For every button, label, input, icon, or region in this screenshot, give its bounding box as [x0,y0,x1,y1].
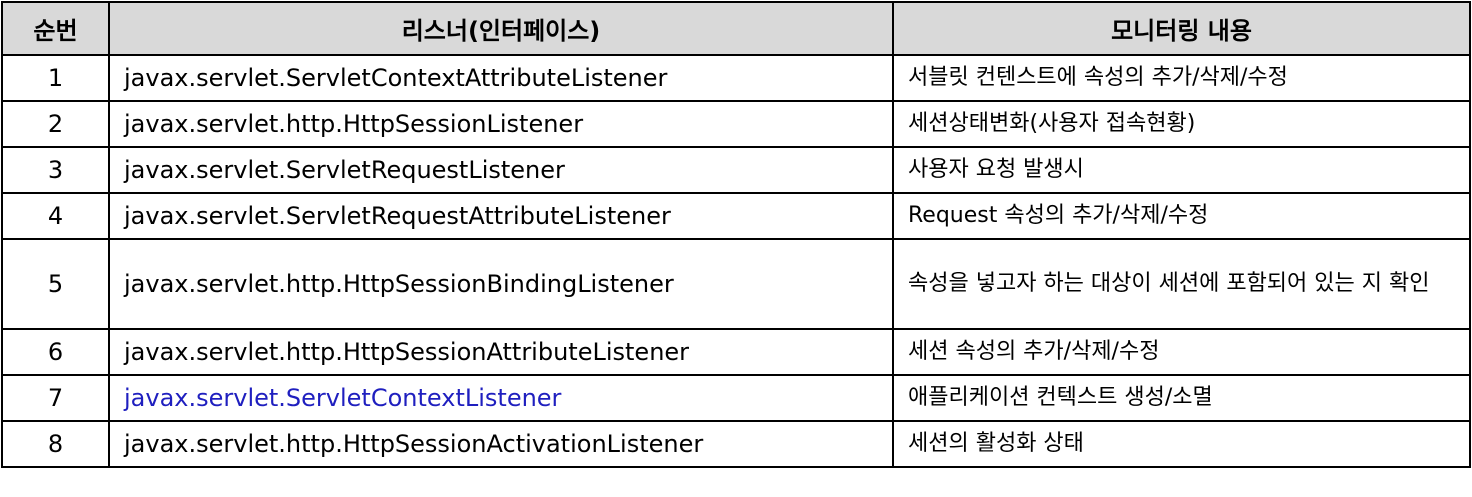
row-number: 8 [1,420,110,468]
table-row: 7 javax.servlet.ServletContextListener 애… [1,374,1471,422]
table-row: 2 javax.servlet.http.HttpSessionListener… [1,100,1471,148]
table-header-row: 순번 리스너(인터페이스) 모니터링 내용 [1,1,1471,56]
row-description: Request 속성의 추가/삭제/수정 [892,192,1471,240]
header-interface: 리스너(인터페이스) [108,1,894,56]
header-number: 순번 [1,1,110,56]
table-row: 5 javax.servlet.http.HttpSessionBindingL… [1,238,1471,330]
row-interface: javax.servlet.ServletContextAttributeLis… [108,54,894,102]
row-interface: javax.servlet.http.HttpSessionAttributeL… [108,328,894,376]
row-description: 세션상태변화(사용자 접속현황) [892,100,1471,148]
table-row: 8 javax.servlet.http.HttpSessionActivati… [1,420,1471,468]
row-number: 3 [1,146,110,194]
row-number: 4 [1,192,110,240]
row-number: 1 [1,54,110,102]
row-interface: javax.servlet.http.HttpSessionListener [108,100,894,148]
table-row: 3 javax.servlet.ServletRequestListener 사… [1,146,1471,194]
row-description: 서블릿 컨텐스트에 속성의 추가/삭제/수정 [892,54,1471,102]
row-description: 사용자 요청 발생시 [892,146,1471,194]
row-number: 2 [1,100,110,148]
table-row: 1 javax.servlet.ServletContextAttributeL… [1,54,1471,102]
row-description: 애플리케이션 컨텍스트 생성/소멸 [892,374,1471,422]
row-number: 6 [1,328,110,376]
table-row: 4 javax.servlet.ServletRequestAttributeL… [1,192,1471,240]
row-number: 7 [1,374,110,422]
table-row: 6 javax.servlet.http.HttpSessionAttribut… [1,328,1471,376]
row-description: 세션 속성의 추가/삭제/수정 [892,328,1471,376]
row-description: 속성을 넣고자 하는 대상이 세션에 포함되어 있는 지 확인 [892,238,1471,330]
row-interface-highlighted: javax.servlet.ServletContextListener [108,374,894,422]
row-interface: javax.servlet.ServletRequestListener [108,146,894,194]
row-interface: javax.servlet.http.HttpSessionActivation… [108,420,894,468]
listener-table: 순번 리스너(인터페이스) 모니터링 내용 1 javax.servlet.Se… [1,1,1471,468]
row-interface: javax.servlet.ServletRequestAttributeLis… [108,192,894,240]
row-number: 5 [1,238,110,330]
row-interface: javax.servlet.http.HttpSessionBindingLis… [108,238,894,330]
header-description: 모니터링 내용 [892,1,1471,56]
row-description: 세션의 활성화 상태 [892,420,1471,468]
